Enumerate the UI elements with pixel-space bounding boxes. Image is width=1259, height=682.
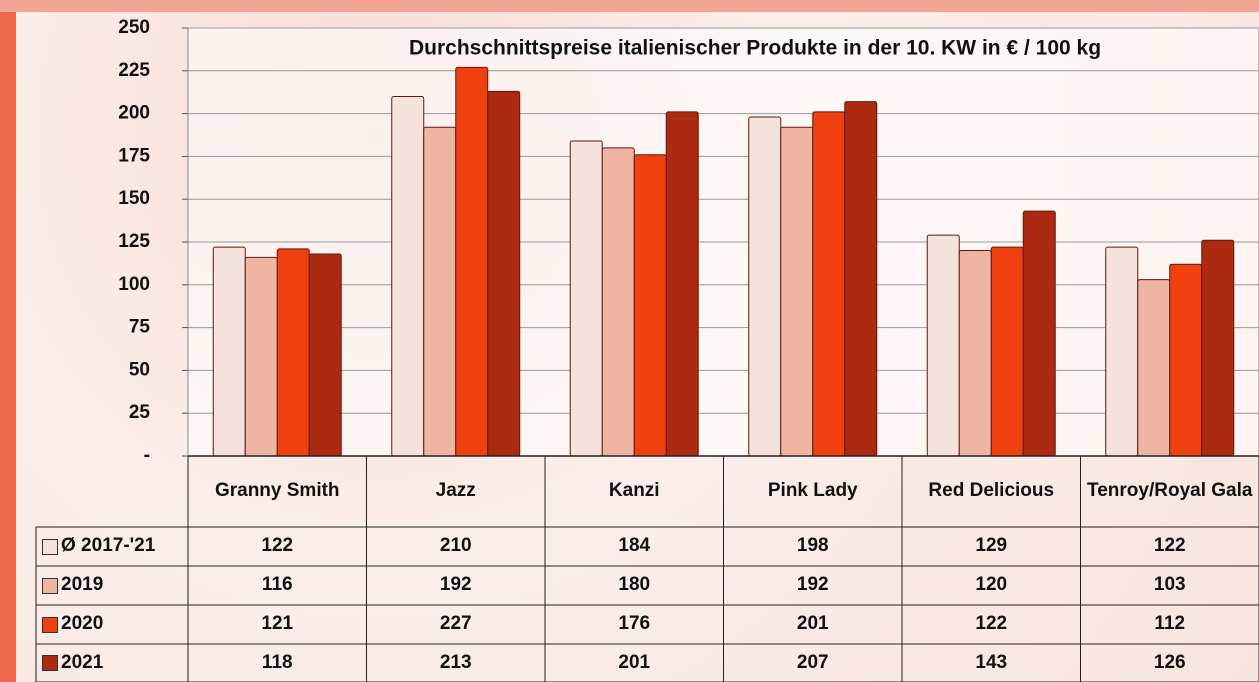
bar — [749, 117, 781, 456]
bar — [634, 155, 666, 456]
side-strip — [0, 0, 16, 682]
bar — [781, 127, 813, 456]
bar — [1138, 280, 1170, 456]
bar — [1170, 264, 1202, 456]
bar — [309, 254, 341, 456]
y-tick-label: 75 — [129, 317, 151, 338]
x-tick-label: Red Delicious — [902, 456, 1081, 527]
y-tick-label: 175 — [118, 145, 150, 166]
table-value: 198 — [724, 527, 903, 566]
y-tick-label: 125 — [118, 231, 150, 252]
legend-entry: Ø 2017-'21 — [36, 527, 188, 566]
table-value: 103 — [1081, 566, 1259, 605]
bar — [666, 112, 698, 456]
chart-title: Durchschnittspreise italienischer Produk… — [409, 37, 1101, 60]
table-value: 176 — [545, 605, 724, 644]
bar — [488, 91, 520, 456]
x-tick-label: Kanzi — [545, 456, 724, 527]
table-value: 227 — [367, 605, 546, 644]
table-value: 129 — [902, 527, 1081, 566]
legend-label: 2021 — [61, 652, 103, 675]
y-tick-label: 250 — [118, 17, 150, 38]
y-tick-label: 200 — [118, 103, 150, 124]
y-tick-label: 150 — [118, 188, 150, 209]
legend-swatch — [42, 539, 58, 555]
x-tick-label: Pink Lady — [724, 456, 903, 527]
table-value: 122 — [188, 527, 367, 566]
top-strip — [0, 0, 1259, 12]
legend-label: 2020 — [61, 613, 103, 636]
table-value: 180 — [545, 566, 724, 605]
table-value: 143 — [902, 644, 1081, 682]
bar — [1023, 211, 1055, 456]
y-tick-label: 50 — [129, 359, 150, 380]
table-value: 201 — [724, 605, 903, 644]
page: Durchschnittspreise italienischer Produk… — [0, 0, 1259, 682]
table-value: 184 — [545, 527, 724, 566]
table-value: 192 — [367, 566, 546, 605]
y-tick-label: 100 — [118, 274, 150, 295]
table-value: 121 — [188, 605, 367, 644]
table-value: 201 — [545, 644, 724, 682]
y-tick-label: 25 — [129, 402, 151, 423]
bar — [245, 257, 277, 456]
table-value: 210 — [367, 527, 546, 566]
x-tick-label: Jazz — [367, 456, 546, 527]
x-tick-label: Tenroy/Royal Gala — [1081, 456, 1259, 527]
legend-swatch — [42, 655, 58, 671]
table-value: 112 — [1081, 605, 1259, 644]
bar — [213, 247, 245, 456]
x-tick-label: Granny Smith — [188, 456, 367, 527]
table-value: 122 — [902, 605, 1081, 644]
legend-label: 2019 — [61, 574, 103, 597]
legend-label: Ø 2017-'21 — [61, 535, 155, 558]
table-value: 122 — [1081, 527, 1259, 566]
table-value: 126 — [1081, 644, 1259, 682]
bar — [424, 127, 456, 456]
table-value: 207 — [724, 644, 903, 682]
bar — [570, 141, 602, 456]
legend-entry: 2021 — [36, 644, 188, 682]
bar — [927, 235, 959, 456]
y-tick-label: - — [144, 445, 150, 466]
legend-entry: 2020 — [36, 605, 188, 644]
bar — [845, 102, 877, 456]
table-value: 118 — [188, 644, 367, 682]
legend-swatch — [42, 617, 58, 633]
table-value: 120 — [902, 566, 1081, 605]
table-value: 116 — [188, 566, 367, 605]
y-tick-label: 225 — [118, 60, 150, 81]
bar — [277, 249, 309, 456]
table-value: 213 — [367, 644, 546, 682]
bar — [602, 148, 634, 456]
legend-entry: 2019 — [36, 566, 188, 605]
bar — [392, 96, 424, 456]
table-value: 192 — [724, 566, 903, 605]
bar — [1106, 247, 1138, 456]
bar — [1202, 240, 1234, 456]
bar — [456, 67, 488, 456]
bar — [991, 247, 1023, 456]
legend-swatch — [42, 578, 58, 594]
bar — [959, 251, 991, 456]
bar — [813, 112, 845, 456]
